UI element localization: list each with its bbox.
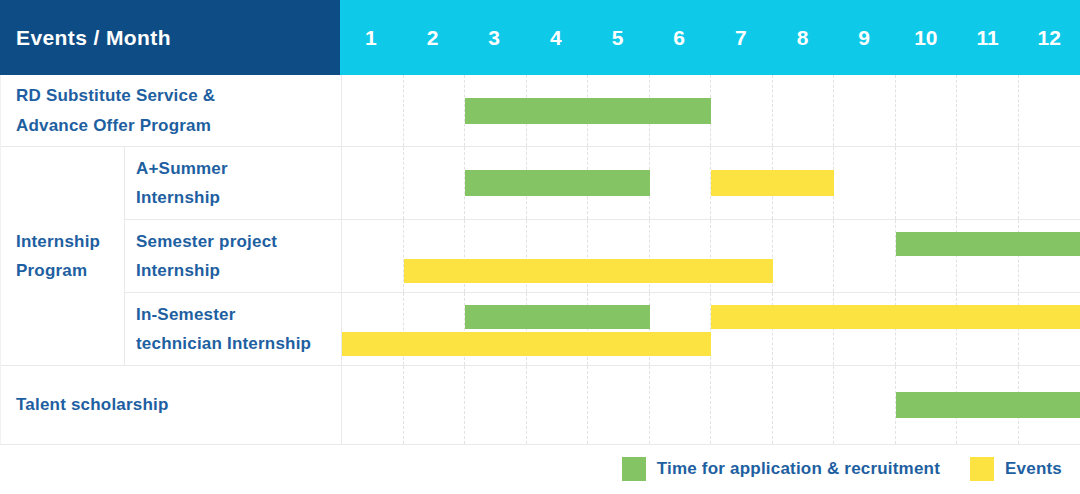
month-label-7: 7 [710, 0, 772, 75]
row-chart-talent-scholarship [341, 366, 1080, 445]
month-grid-cell [711, 75, 773, 146]
table-header: Events / Month 123456789101112 [0, 0, 1080, 75]
row-label-a-plus-summer-internship: A+SummerInternship [125, 147, 341, 220]
events-month-gantt-chart: Events / Month 123456789101112 RD Substi… [0, 0, 1080, 494]
month-grid-cell [834, 366, 896, 444]
month-grid-cell [896, 293, 958, 365]
month-label-3: 3 [463, 0, 525, 75]
month-grid-cell [527, 366, 589, 444]
month-grid-cell [834, 147, 896, 219]
row-label-line: Internship [136, 183, 341, 212]
header-title: Events / Month [0, 0, 340, 75]
month-grid-cell [404, 75, 466, 146]
legend: Time for application & recruitment Event… [0, 445, 1080, 493]
month-grid-cell [342, 147, 404, 219]
month-label-2: 2 [402, 0, 464, 75]
legend-item-application-recruitment: Time for application & recruitment [622, 457, 940, 481]
month-label-1: 1 [340, 0, 402, 75]
month-grid-cell [342, 75, 404, 146]
green-swatch-icon [622, 457, 646, 481]
row-label-line: Talent scholarship [16, 390, 341, 419]
group-label-line: Internship [16, 227, 124, 256]
row-label-line: technician Internship [136, 329, 341, 358]
row-label-semester-project-internship: Semester projectInternship [125, 220, 341, 293]
month-grid-cell [773, 293, 835, 365]
row-label-line: Internship [136, 256, 341, 285]
legend-item-events: Events [970, 457, 1062, 481]
row-label-in-semester-technician-internship: In-Semestertechnician Internship [125, 293, 341, 366]
row-label-line: Semester project [136, 227, 341, 256]
month-grid-cell [1019, 220, 1080, 292]
month-grid-cell [896, 75, 958, 146]
gantt-bar-yellow-in-semester-technician-internship-m1-m6 [342, 332, 711, 356]
month-label-6: 6 [648, 0, 710, 75]
group-label-internship-program: InternshipProgram [1, 147, 125, 366]
gantt-bar-green-a-plus-summer-internship-m3-m5 [465, 170, 650, 196]
row-label-line: A+Summer [136, 154, 341, 183]
month-grid-cell [711, 293, 773, 365]
gantt-bar-green-semester-project-internship-m10-m12 [896, 232, 1080, 256]
month-gridlines [342, 75, 1080, 146]
month-grid-cell [650, 147, 712, 219]
month-grid-cell [957, 220, 1019, 292]
row-chart-rd-substitute-service-advance-offer-program [341, 75, 1080, 147]
month-label-5: 5 [587, 0, 649, 75]
month-grid-cell [834, 293, 896, 365]
gantt-bar-green-rd-substitute-service-advance-offer-program-m3-m6 [465, 98, 711, 124]
table-body: RD Substitute Service &Advance Offer Pro… [0, 75, 1080, 445]
month-grid-cell [711, 366, 773, 444]
yellow-swatch-icon [970, 457, 994, 481]
month-grid-cell [404, 366, 466, 444]
row-chart-a-plus-summer-internship [341, 147, 1080, 220]
row-label-talent-scholarship: Talent scholarship [1, 366, 341, 445]
gantt-bar-yellow-a-plus-summer-internship-m7-m8 [711, 170, 834, 196]
month-grid-cell [834, 220, 896, 292]
month-grid-cell [957, 293, 1019, 365]
month-label-4: 4 [525, 0, 587, 75]
gantt-bar-green-talent-scholarship-m10-m12 [896, 392, 1080, 418]
row-chart-in-semester-technician-internship [341, 293, 1080, 366]
month-grid-cell [404, 147, 466, 219]
month-label-12: 12 [1018, 0, 1080, 75]
row-label-rd-substitute-service-advance-offer-program: RD Substitute Service &Advance Offer Pro… [1, 75, 341, 147]
month-grid-cell [773, 75, 835, 146]
gantt-bar-green-in-semester-technician-internship-m3-m5 [465, 305, 650, 329]
month-grid-cell [957, 75, 1019, 146]
month-header-row: 123456789101112 [340, 0, 1080, 75]
group-label-line: Program [16, 256, 124, 285]
month-label-10: 10 [895, 0, 957, 75]
row-chart-semester-project-internship [341, 220, 1080, 293]
row-label-line: Advance Offer Program [16, 111, 341, 140]
month-label-8: 8 [772, 0, 834, 75]
gantt-bar-yellow-in-semester-technician-internship-m7-m12 [711, 305, 1080, 329]
row-label-line: In-Semester [136, 300, 341, 329]
month-grid-cell [342, 366, 404, 444]
month-grid-cell [588, 366, 650, 444]
month-grid-cell [957, 147, 1019, 219]
month-grid-cell [1019, 75, 1080, 146]
row-label-line: RD Substitute Service & [16, 81, 341, 110]
month-grid-cell [342, 220, 404, 292]
month-grid-cell [773, 366, 835, 444]
month-label-11: 11 [957, 0, 1019, 75]
legend-label-events: Events [1005, 459, 1062, 479]
month-grid-cell [1019, 293, 1080, 365]
month-grid-cell [465, 366, 527, 444]
month-grid-cell [650, 366, 712, 444]
month-grid-cell [896, 147, 958, 219]
month-grid-cell [896, 220, 958, 292]
month-grid-cell [773, 220, 835, 292]
month-label-9: 9 [833, 0, 895, 75]
gantt-bar-yellow-semester-project-internship-m2-m7 [404, 259, 773, 283]
month-grid-cell [1019, 147, 1080, 219]
month-grid-cell [834, 75, 896, 146]
legend-label-application-recruitment: Time for application & recruitment [657, 459, 940, 479]
